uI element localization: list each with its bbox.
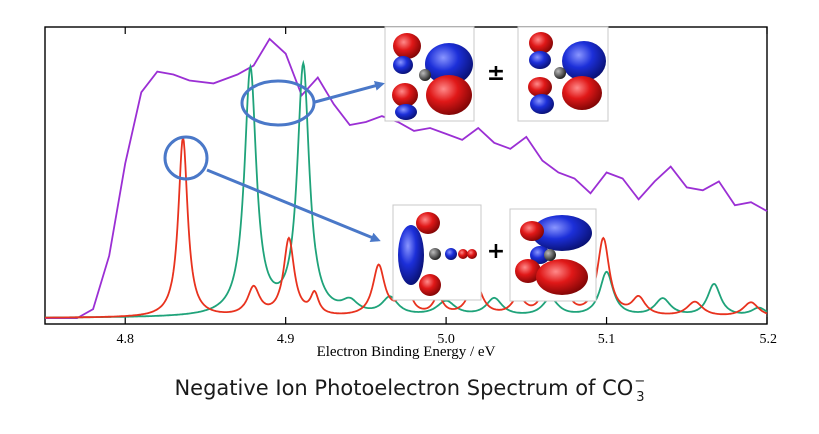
caption-subscript: 3	[636, 390, 645, 405]
caption-text: Negative Ion Photoelectron Spectrum of C…	[174, 376, 634, 400]
orbital-image-top-right	[517, 26, 609, 122]
experiment-spectrum-line	[45, 37, 768, 319]
annotation-ellipse-doublet	[240, 79, 316, 127]
x-tick-label: 4.9	[277, 332, 295, 347]
orbital-image-bottom-right	[509, 208, 597, 302]
orbital-image-top-left	[384, 26, 475, 122]
figure-caption: Negative Ion Photoelectron Spectrum of C…	[0, 374, 819, 405]
x-tick-label: 5.2	[760, 332, 778, 347]
annotation-arrow-bottom	[206, 168, 381, 242]
orbital-plus: +	[487, 239, 505, 264]
x-tick-label: 4.8	[116, 332, 134, 347]
caption-formula-scripts: −3	[633, 374, 646, 405]
annotation-arrow-top	[314, 80, 385, 104]
x-tick-label: 5.1	[598, 332, 616, 347]
orbital-image-bottom-left	[392, 204, 482, 301]
orbital-plus-minus: ±	[487, 61, 505, 86]
x-tick-label: 5.0	[437, 332, 455, 347]
calc-green-line	[45, 59, 768, 319]
caption-charge: −	[634, 374, 646, 389]
annotation-circle-peak	[163, 135, 209, 181]
x-axis-title: Electron Binding Energy / eV	[317, 344, 496, 360]
